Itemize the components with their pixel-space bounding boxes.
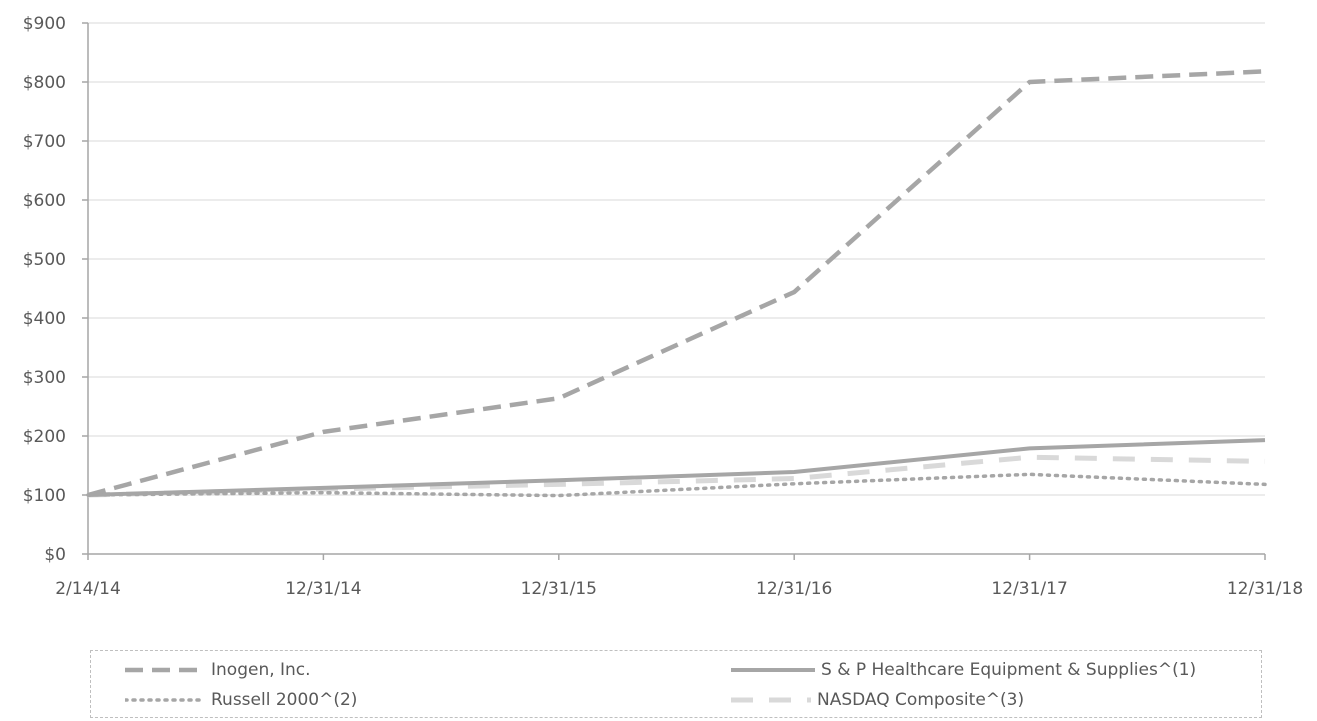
legend-item: Inogen, Inc. <box>125 657 311 683</box>
series-line-1 <box>87 438 1266 497</box>
y-tick-label: $900 <box>23 14 66 34</box>
y-tick-label: $200 <box>23 427 66 447</box>
y-tick-label: $700 <box>23 132 66 152</box>
legend-label: S & P Healthcare Equipment & Supplies^(1… <box>821 660 1197 680</box>
axes <box>82 22 1266 560</box>
x-tick-label: 2/14/14 <box>55 579 121 599</box>
x-tick-label: 12/31/17 <box>991 579 1067 599</box>
line-chart: $0 $100 $200 $300 $400 $500 $600 $700 $800 $900 2… <box>23 14 1303 599</box>
legend-label: NASDAQ Composite^(3) <box>817 690 1025 710</box>
x-tick-labels: 2/14/14 12/31/14 12/31/15 12/31/16 12/31/17 1… <box>55 579 1303 599</box>
legend-swatch <box>125 698 205 702</box>
legend-label: Russell 2000^(2) <box>211 690 358 710</box>
legend-swatch <box>125 667 205 673</box>
y-tick-label: $600 <box>23 191 66 211</box>
legend-item: NASDAQ Composite^(3) <box>731 687 1024 713</box>
y-tick-label: $500 <box>23 250 66 270</box>
x-tick-label: 12/31/18 <box>1227 579 1303 599</box>
y-tick-label: $100 <box>23 486 66 506</box>
y-tick-label: $800 <box>23 73 66 93</box>
legend: Inogen, Inc. S & P Healthcare Equipment &… <box>90 650 1262 718</box>
series-line-0 <box>87 69 1266 498</box>
legend-item: S & P Healthcare Equipment & Supplies^(1… <box>731 657 1196 683</box>
y-tick-label: $0 <box>44 545 66 565</box>
y-tick-label: $300 <box>23 368 66 388</box>
legend-swatch <box>731 668 815 672</box>
y-tick-label: $400 <box>23 309 66 329</box>
y-tick-labels: $0 $100 $200 $300 $400 $500 $600 $700 $800 $900 <box>23 14 66 565</box>
x-tick-label: 12/31/16 <box>756 579 832 599</box>
series-lines <box>86 69 1267 498</box>
legend-label: Inogen, Inc. <box>211 660 311 680</box>
x-tick-label: 12/31/14 <box>285 579 361 599</box>
x-tick-label: 12/31/15 <box>521 579 597 599</box>
legend-item: Russell 2000^(2) <box>125 687 357 713</box>
legend-swatch <box>731 697 811 703</box>
gridlines <box>88 22 1265 496</box>
